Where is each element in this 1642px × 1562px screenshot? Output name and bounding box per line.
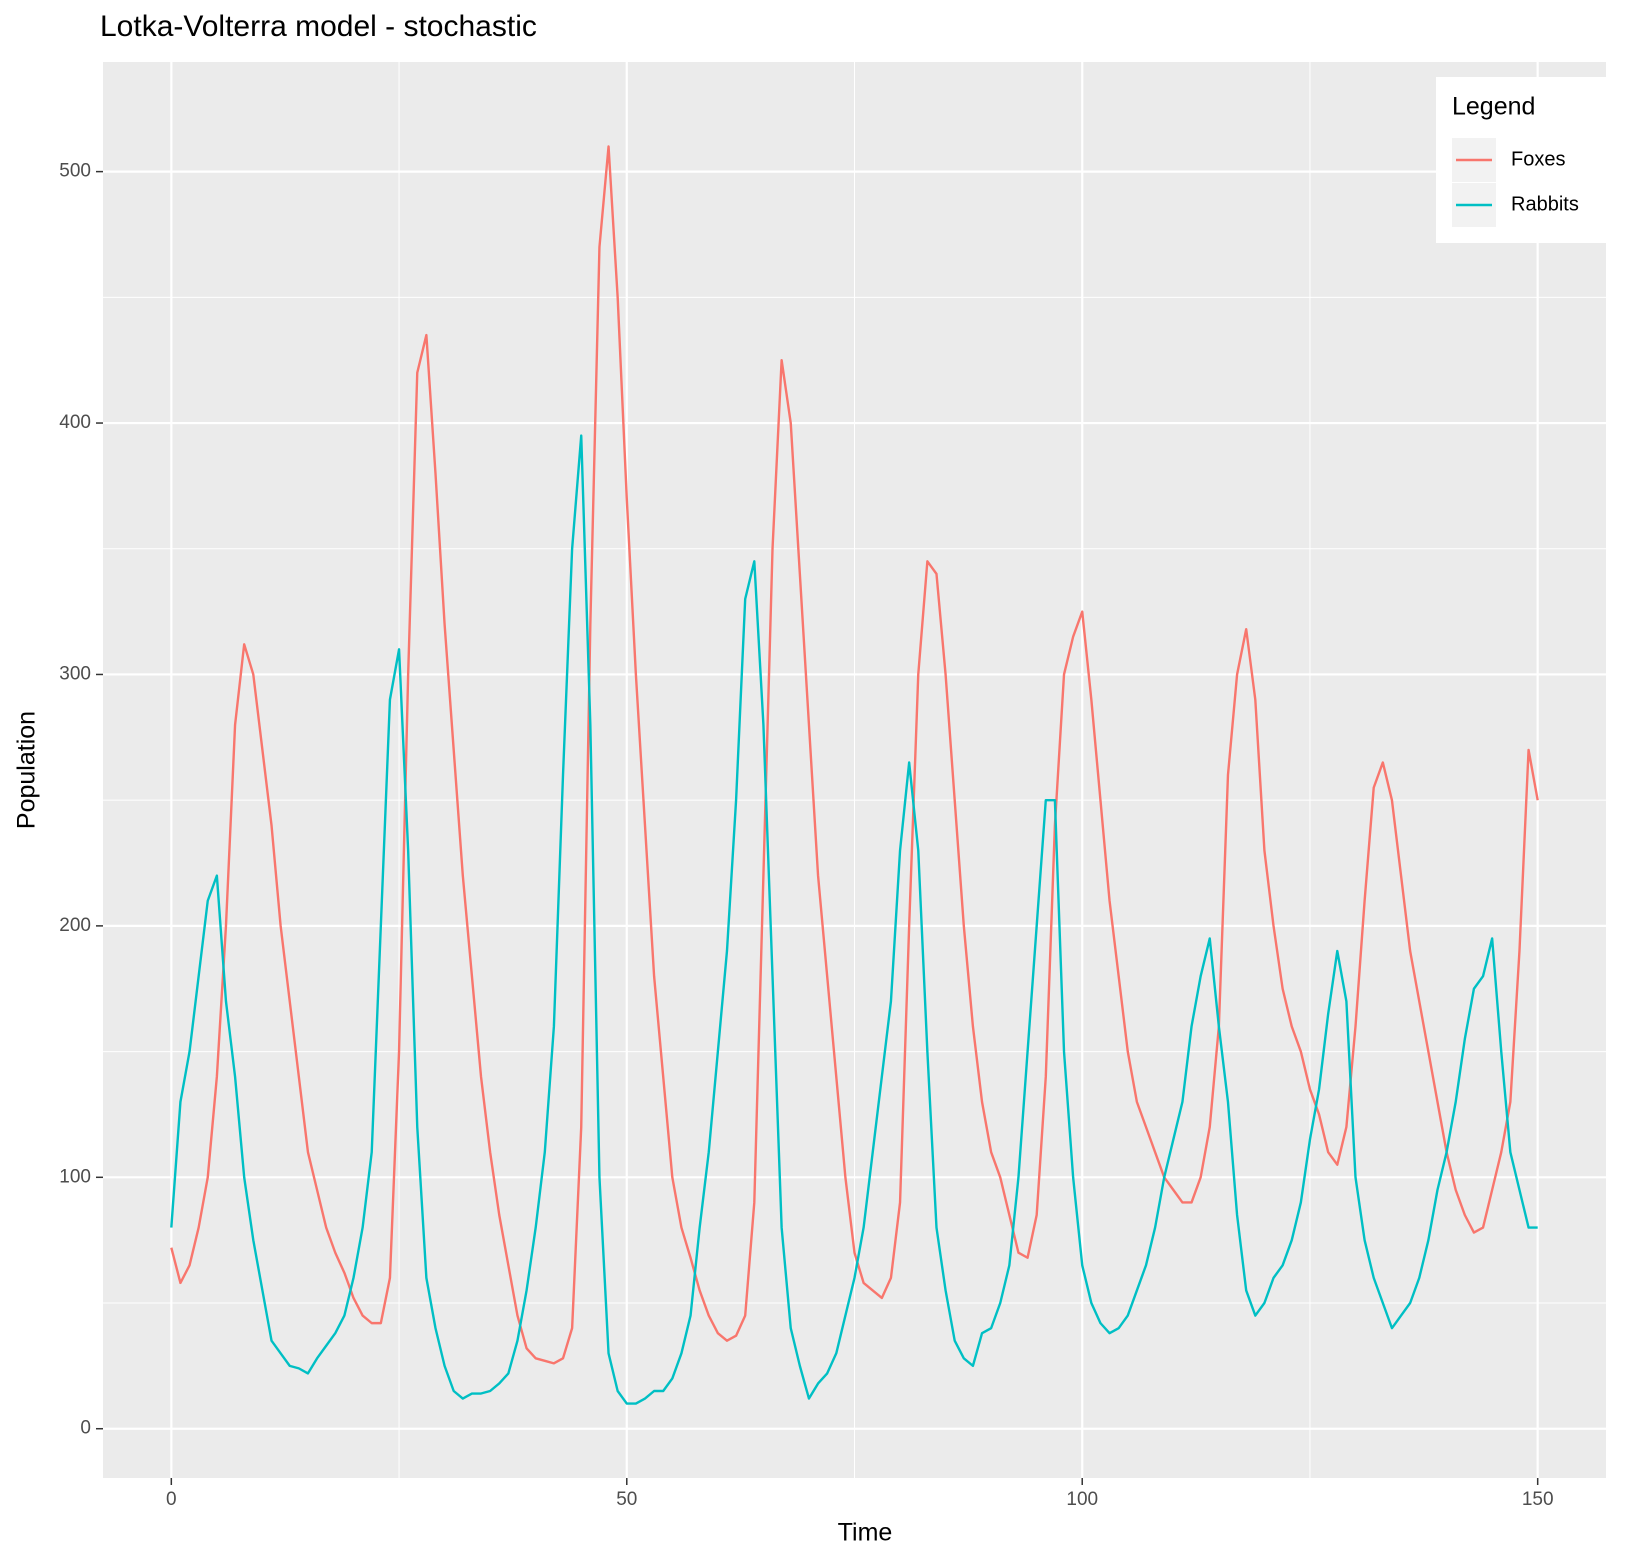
x-tick-label: 0 (166, 1489, 177, 1510)
y-axis-label: Population (13, 711, 41, 829)
y-tick-label: 0 (80, 1418, 91, 1439)
x-axis-label: Time (838, 1519, 893, 1547)
y-tick-label: 300 (59, 663, 91, 684)
series-line (170, 434, 1538, 1405)
series-line (170, 145, 1539, 1365)
x-tick-label: 100 (1066, 1489, 1098, 1510)
y-tick-label: 400 (59, 412, 91, 433)
legend-title: Legend (1452, 93, 1535, 121)
y-tick-label: 100 (59, 1166, 91, 1187)
y-tick-label: 200 (59, 915, 91, 936)
y-tick-label: 500 (59, 161, 91, 182)
legend-label: Foxes (1511, 148, 1565, 170)
x-tick-label: 150 (1522, 1489, 1554, 1510)
x-tick-label: 50 (616, 1489, 637, 1510)
chart-title: Lotka-Volterra model - stochastic (100, 10, 537, 43)
legend-label: Rabbits (1511, 193, 1579, 215)
legend: Legend Foxes Rabbits (1436, 77, 1606, 243)
lines (170, 145, 1539, 1405)
